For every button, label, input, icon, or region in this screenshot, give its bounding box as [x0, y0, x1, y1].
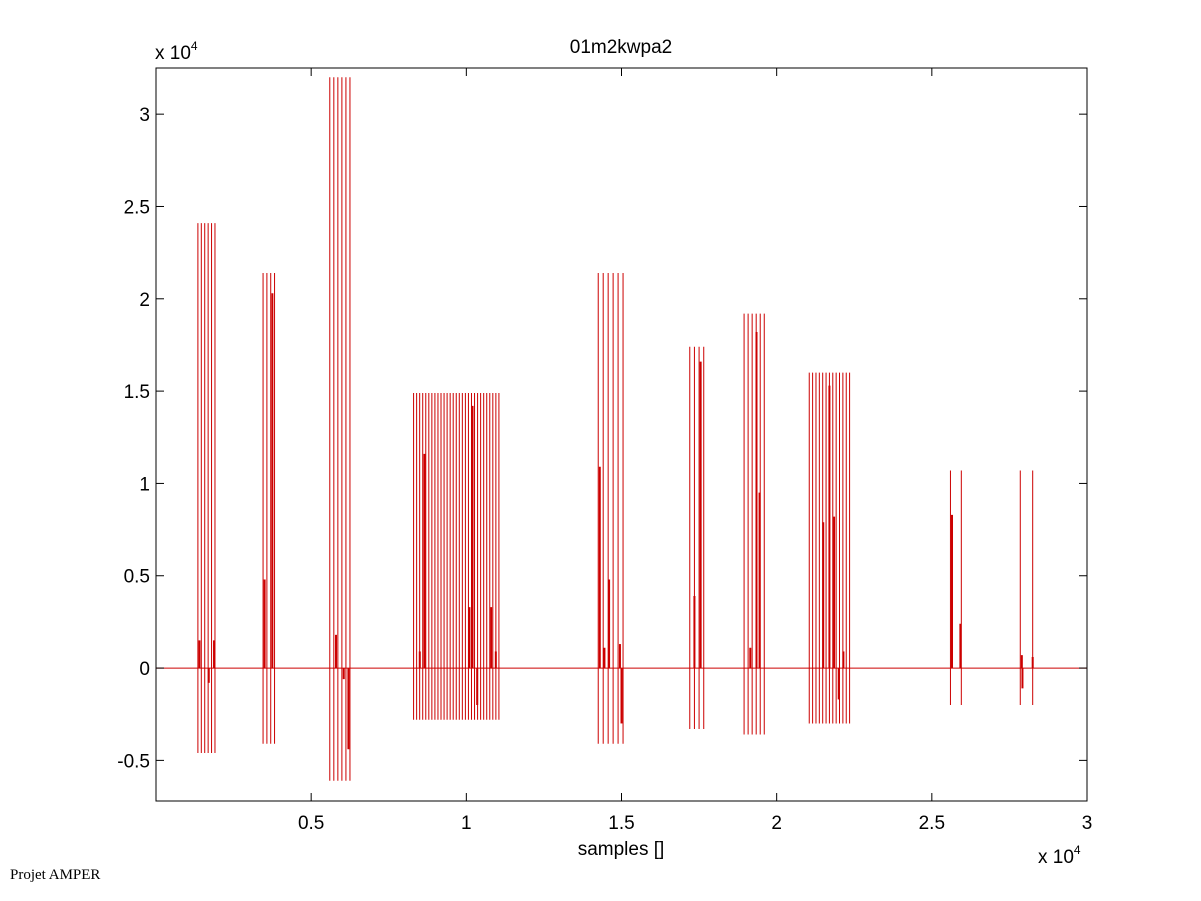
x-axis-ticks: 0.5 1 1.5 2 2.5 3 [298, 68, 1092, 834]
y-tick-label: 1.5 [124, 382, 150, 403]
y-axis-ticks: -0.5 0 0.5 1 1.5 2 2.5 3 [117, 105, 1087, 772]
y-exponent-base: x 10 [155, 43, 191, 64]
y-tick-label: -0.5 [117, 751, 150, 772]
x-tick-label: 3 [1082, 813, 1093, 834]
y-tick-label: 3 [139, 105, 150, 126]
chart-title: 01m2kwpa2 [570, 37, 672, 58]
y-tick-label: 0 [139, 659, 150, 680]
y-tick-label: 2.5 [124, 197, 150, 218]
y-exponent: x 104 [155, 39, 198, 64]
x-exponent-base: x 10 [1038, 847, 1074, 868]
x-exponent: x 104 [1038, 843, 1081, 868]
y-tick-label: 1 [139, 474, 150, 495]
x-tick-label: 2 [771, 813, 782, 834]
x-tick-label: 1.5 [608, 813, 634, 834]
x-tick-label: 1 [461, 813, 472, 834]
y-tick-label: 0.5 [124, 567, 150, 588]
x-axis-label: samples [] [578, 839, 665, 860]
x-tick-label: 0.5 [298, 813, 324, 834]
plot-area: 0.5 1 1.5 2 2.5 3 -0.5 0 0.5 1 1.5 2 2.5 3 [117, 67, 1092, 834]
x-tick-label: 2.5 [919, 813, 945, 834]
y-tick-label: 2 [139, 290, 150, 311]
footer-label: Projet AMPER [10, 867, 100, 883]
x-exponent-power: 4 [1074, 843, 1081, 857]
y-exponent-power: 4 [191, 39, 198, 53]
series-layer [156, 77, 1087, 781]
